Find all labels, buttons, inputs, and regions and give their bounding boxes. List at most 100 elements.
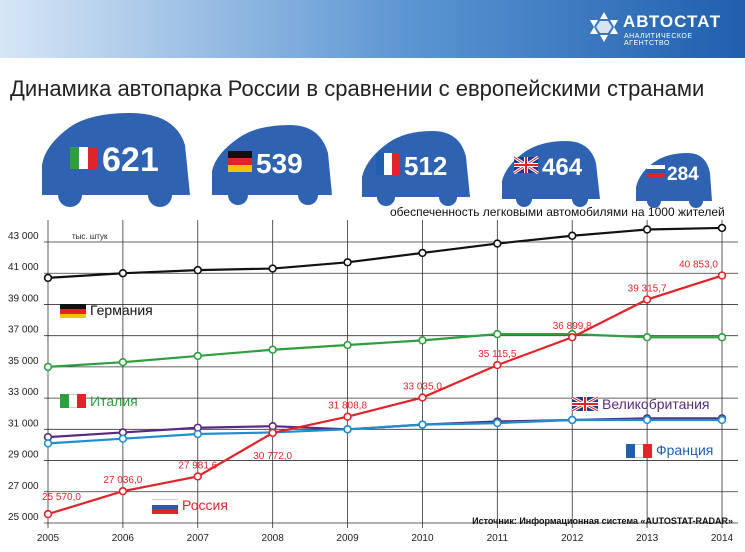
data-point-russia [268, 428, 277, 438]
series-line-russia [47, 274, 723, 516]
data-point-italy [418, 336, 427, 345]
data-point-italy [493, 329, 502, 339]
italy-value: 621 [102, 141, 159, 179]
data-point-germany [642, 225, 652, 234]
data-point-russia [717, 271, 727, 280]
y-tick-label: 41 000 [8, 262, 39, 273]
data-point-russia [642, 295, 652, 304]
data-point-germany [193, 265, 202, 275]
car-france: 512 [362, 131, 470, 206]
data-point-russia [568, 333, 577, 342]
data-point-italy [193, 351, 202, 361]
data-point-russia [43, 509, 53, 519]
data-point-russia [343, 412, 352, 421]
data-label-russia: 27 981,6 [178, 460, 217, 471]
data-point-france [568, 415, 577, 425]
data-label-russia: 25 570,0 [42, 492, 81, 503]
unit-label: тыс. штук [72, 232, 108, 241]
data-point-germany [568, 231, 577, 240]
russia-flag-icon [647, 165, 665, 177]
x-tick-label: 2010 [411, 533, 434, 544]
data-point-france [493, 418, 502, 428]
data-point-germany [268, 264, 277, 273]
y-tick-label: 31 000 [8, 418, 39, 429]
x-tick-label: 2009 [336, 533, 359, 544]
x-tick-label: 2014 [711, 533, 734, 544]
russia-legend-flag-icon [152, 499, 178, 514]
data-point-france [717, 415, 727, 425]
data-label-russia: 39 315,7 [628, 284, 667, 295]
page-title: Динамика автопарка России в сравнении с … [10, 76, 705, 101]
y-tick-label: 25 000 [8, 512, 39, 523]
data-point-germany [418, 248, 427, 258]
germany-legend-flag-icon [60, 304, 86, 318]
brand-subtitle: АНАЛИТИЧЕСКОЕ АГЕНТСТВО [624, 33, 693, 47]
data-point-france [642, 415, 652, 425]
uk-value: 464 [542, 154, 583, 181]
x-tick-label: 2008 [262, 533, 285, 544]
russia-legend-label: Россия [182, 497, 228, 513]
data-point-germany [118, 269, 128, 278]
y-tick-label: 39 000 [8, 293, 39, 304]
autostat-logo: АВТОСТАТ АНАЛИТИЧЕСКОЕ АГЕНТСТВО [587, 8, 737, 48]
data-label-russia: 36 899,8 [553, 321, 592, 332]
data-point-russia [118, 487, 128, 496]
uk-legend-flag-icon [572, 397, 598, 411]
data-point-italy [343, 340, 352, 350]
italy-flag-icon [70, 147, 97, 169]
series-line-france [47, 418, 722, 445]
germany-value: 539 [256, 148, 303, 179]
data-point-italy [717, 333, 727, 342]
uk-legend-label: Великобритания [602, 396, 710, 412]
y-tick-label: 27 000 [8, 481, 39, 492]
y-tick-label: 33 000 [8, 387, 39, 398]
car-italy: 621 [42, 113, 190, 207]
italy-legend-flag-icon [60, 394, 87, 408]
source-note: Источник: Информационная система «AUTOST… [472, 516, 733, 526]
france-flag-icon [376, 153, 400, 175]
data-point-france [43, 439, 53, 448]
data-point-italy [118, 358, 128, 367]
data-point-russia [418, 393, 427, 402]
x-tick-label: 2005 [37, 533, 60, 544]
car-uk: 464 [502, 141, 600, 207]
line-chart: 25 000 27 000 29 000 31 000 33 000 35 000 37 0… [8, 220, 738, 544]
france-value: 512 [404, 151, 447, 181]
x-tick-label: 2007 [187, 533, 210, 544]
data-label-russia: 30 772,0 [253, 451, 292, 462]
header-banner: АВТОСТАТ АНАЛИТИЧЕСКОЕ АГЕНТСТВО [0, 0, 745, 58]
france-legend-flag-icon [626, 444, 653, 458]
data-label-russia: 31 808,8 [328, 401, 367, 412]
data-point-germany [43, 273, 53, 283]
data-point-italy [268, 345, 277, 354]
data-point-france [118, 434, 128, 443]
data-point-italy [642, 333, 652, 342]
data-point-russia [193, 472, 202, 481]
data-point-germany [343, 258, 352, 267]
car-germany: 539 [212, 125, 332, 205]
germany-legend-label: Германия [90, 302, 153, 318]
data-point-france [343, 425, 352, 434]
x-tick-label: 2006 [112, 533, 135, 544]
car-russia: 284 [636, 153, 712, 208]
data-point-russia [493, 360, 502, 370]
data-label-russia: 27 036,0 [103, 475, 142, 486]
data-label-russia: 33 035,0 [403, 382, 442, 393]
data-label-russia: 40 853,0 [679, 260, 718, 271]
x-tick-label: 2013 [636, 533, 659, 544]
series-line-italy [47, 333, 722, 368]
y-tick-label: 37 000 [8, 325, 39, 336]
russia-value: 284 [667, 164, 699, 185]
y-tick-label: 29 000 [8, 450, 39, 461]
uk-flag-icon [513, 155, 539, 175]
x-tick-label: 2011 [487, 533, 509, 544]
chart-subtitle: обеспеченность легковыми автомобилями на… [390, 205, 725, 219]
series-line-germany [47, 226, 723, 280]
france-legend-label: Франция [656, 442, 714, 458]
cars-panel: 621 539 512 464 [42, 113, 712, 208]
data-point-germany [717, 223, 727, 233]
italy-legend-label: Италия [90, 393, 138, 409]
data-label-russia: 35 115,5 [478, 349, 517, 360]
y-tick-label: 43 000 [8, 231, 39, 242]
germany-flag-icon [228, 151, 252, 172]
